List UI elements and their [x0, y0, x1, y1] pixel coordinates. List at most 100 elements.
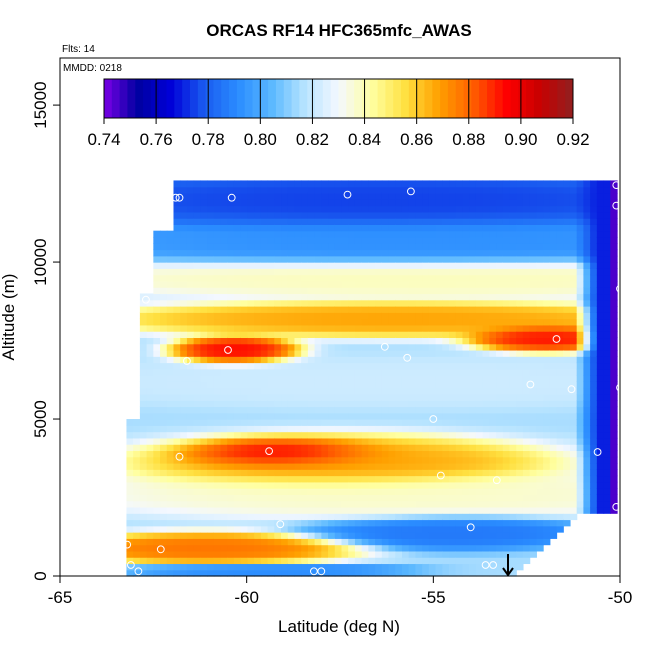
- heatmap-cell: [153, 425, 161, 433]
- heatmap-cell: [328, 274, 336, 282]
- heatmap-cell: [569, 375, 578, 382]
- heatmap-cell: [254, 519, 262, 527]
- heatmap-cell: [469, 205, 477, 213]
- heatmap-cell: [247, 262, 255, 269]
- heatmap-cell: [435, 368, 443, 376]
- heatmap-cell: [180, 400, 188, 408]
- heatmap-cell: [139, 356, 148, 364]
- heatmap-cell: [348, 532, 356, 539]
- heatmap-cell: [569, 462, 578, 470]
- heatmap-cell: [375, 356, 383, 364]
- heatmap-cell: [267, 544, 275, 552]
- heatmap-cell: [193, 412, 201, 420]
- heatmap-cell: [294, 218, 302, 225]
- heatmap-cell: [247, 557, 255, 565]
- colorbar-swatch: [119, 79, 128, 118]
- heatmap-cell: [301, 500, 309, 508]
- heatmap-cell: [536, 513, 544, 521]
- heatmap-cell: [529, 469, 537, 477]
- heatmap-cell: [408, 349, 417, 357]
- heatmap-cell: [287, 186, 296, 194]
- heatmap-cell: [213, 375, 222, 382]
- heatmap-cell: [328, 557, 336, 565]
- heatmap-cell: [496, 236, 504, 244]
- heatmap-cell: [502, 255, 511, 263]
- heatmap-cell: [482, 569, 490, 577]
- heatmap-cell: [240, 230, 249, 238]
- heatmap-cell: [401, 255, 410, 263]
- heatmap-cell: [596, 387, 605, 395]
- heatmap-cell: [233, 569, 242, 577]
- heatmap-cell: [247, 337, 255, 345]
- heatmap-cell: [361, 569, 369, 577]
- heatmap-cell: [415, 236, 423, 244]
- heatmap-cell: [146, 331, 154, 339]
- heatmap-cell: [274, 343, 282, 351]
- heatmap-cell: [281, 419, 289, 426]
- heatmap-cell: [281, 469, 289, 477]
- heatmap-cell: [455, 186, 464, 194]
- heatmap-cell: [502, 412, 511, 420]
- heatmap-cell: [314, 262, 322, 269]
- heatmap-cell: [240, 180, 249, 188]
- heatmap-cell: [260, 500, 269, 508]
- heatmap-cell: [186, 525, 195, 533]
- heatmap-cell: [563, 255, 571, 263]
- heatmap-cell: [200, 412, 208, 420]
- heatmap-cell: [260, 306, 269, 313]
- heatmap-cell: [516, 381, 524, 389]
- heatmap-cell: [160, 400, 168, 408]
- heatmap-cell: [496, 393, 504, 401]
- heatmap-cell: [522, 500, 531, 508]
- heatmap-cell: [610, 368, 618, 376]
- heatmap-cell: [267, 180, 275, 188]
- heatmap-cell: [522, 249, 531, 257]
- heatmap-cell: [569, 349, 578, 357]
- heatmap-cell: [186, 274, 195, 282]
- heatmap-cell: [502, 400, 511, 408]
- heatmap-cell: [254, 500, 262, 508]
- heatmap-cell: [502, 368, 511, 376]
- heatmap-cell: [186, 312, 195, 320]
- heatmap-cell: [180, 192, 188, 200]
- heatmap-cell: [381, 525, 390, 533]
- heatmap-cell: [536, 349, 544, 357]
- heatmap-cell: [509, 349, 517, 357]
- heatmap-cell: [321, 513, 329, 521]
- heatmap-cell: [502, 462, 511, 470]
- heatmap-cell: [502, 550, 511, 558]
- heatmap-cell: [368, 349, 376, 357]
- heatmap-cell: [220, 199, 228, 207]
- heatmap-cell: [556, 318, 564, 326]
- heatmap-cell: [583, 211, 591, 219]
- heatmap-cell: [449, 375, 457, 382]
- heatmap-cell: [455, 368, 464, 376]
- heatmap-cell: [596, 488, 605, 495]
- heatmap-cell: [281, 400, 289, 408]
- heatmap-cell: [368, 544, 376, 552]
- heatmap-cell: [563, 494, 571, 502]
- heatmap-cell: [442, 324, 450, 332]
- heatmap-cell: [274, 224, 282, 232]
- heatmap-cell: [583, 462, 591, 470]
- heatmap-cell: [240, 243, 249, 251]
- heatmap-cell: [314, 550, 322, 558]
- heatmap-cell: [220, 318, 228, 326]
- heatmap-cell: [301, 205, 309, 213]
- heatmap-cell: [415, 563, 423, 571]
- heatmap-cell: [227, 431, 235, 439]
- heatmap-cell: [348, 211, 356, 219]
- heatmap-cell: [321, 412, 329, 420]
- heatmap-cell: [294, 462, 302, 470]
- heatmap-cell: [334, 180, 343, 188]
- heatmap-cell: [496, 450, 504, 458]
- heatmap-cell: [186, 236, 195, 244]
- heatmap-cell: [415, 462, 423, 470]
- heatmap-cell: [435, 525, 443, 533]
- heatmap-cell: [301, 444, 309, 452]
- heatmap-cell: [489, 236, 497, 244]
- heatmap-cell: [516, 532, 524, 539]
- heatmap-cell: [287, 412, 296, 420]
- heatmap-cell: [462, 211, 470, 219]
- heatmap-cell: [247, 544, 255, 552]
